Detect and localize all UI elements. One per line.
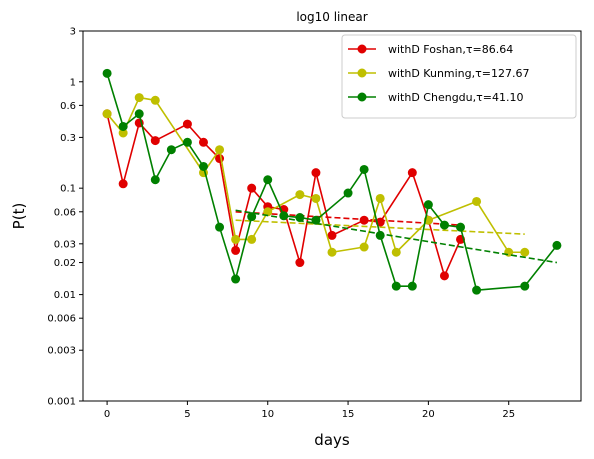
data-point bbox=[327, 230, 337, 240]
x-tick-label: 20 bbox=[422, 409, 435, 420]
y-tick-label: 0.06 bbox=[54, 207, 76, 218]
data-point bbox=[472, 196, 482, 206]
data-point bbox=[102, 109, 112, 119]
data-point bbox=[102, 68, 112, 78]
data-point bbox=[134, 93, 144, 103]
data-point bbox=[295, 213, 305, 223]
data-point bbox=[343, 188, 353, 198]
data-point bbox=[279, 211, 289, 221]
x-tick-label: 0 bbox=[104, 409, 110, 420]
series-line-0 bbox=[106, 113, 462, 277]
legend-label: withD Foshan,τ=86.64 bbox=[388, 43, 513, 56]
legend: withD Foshan,τ=86.64 withD Kunming,τ=127.… bbox=[341, 34, 577, 119]
data-point bbox=[247, 183, 257, 193]
data-point bbox=[166, 145, 176, 155]
data-point bbox=[182, 119, 192, 129]
data-point bbox=[247, 234, 257, 244]
data-point bbox=[231, 245, 241, 255]
data-point bbox=[198, 137, 208, 147]
data-point bbox=[359, 164, 369, 174]
fit-line-1 bbox=[235, 219, 525, 235]
axis-ticks: 0 5 10 15 20 25 0.001 0.003 0.006 0.01 0.02 0.03 0.0… bbox=[47, 27, 515, 421]
x-tick-label: 10 bbox=[261, 409, 274, 420]
data-point bbox=[552, 240, 562, 250]
data-point bbox=[439, 220, 449, 230]
data-point bbox=[407, 281, 417, 291]
data-point bbox=[118, 121, 128, 131]
data-point bbox=[295, 258, 305, 268]
data-point bbox=[231, 274, 241, 284]
y-tick-label: 0.006 bbox=[47, 314, 76, 325]
data-point bbox=[359, 215, 369, 225]
data-point bbox=[520, 247, 530, 257]
y-tick-label: 0.02 bbox=[54, 258, 76, 269]
data-point bbox=[215, 145, 225, 155]
legend-frame bbox=[341, 34, 577, 119]
data-point bbox=[375, 193, 385, 203]
data-point bbox=[263, 175, 273, 185]
data-point bbox=[150, 136, 160, 146]
data-point bbox=[150, 95, 160, 105]
data-point bbox=[198, 161, 208, 171]
data-point bbox=[150, 175, 160, 185]
data-point bbox=[439, 271, 449, 281]
data-point bbox=[391, 281, 401, 291]
y-axis-label: P(t) bbox=[10, 203, 28, 230]
data-point bbox=[311, 193, 321, 203]
data-point bbox=[407, 168, 417, 178]
legend-swatch-marker bbox=[357, 44, 367, 54]
data-point bbox=[391, 247, 401, 257]
data-point bbox=[118, 179, 128, 189]
chart-title: log10 linear bbox=[296, 10, 367, 24]
plot-frame bbox=[82, 30, 582, 402]
x-tick-label: 25 bbox=[502, 409, 515, 420]
fit-line-0 bbox=[235, 210, 461, 226]
x-tick-label: 15 bbox=[342, 409, 355, 420]
y-tick-label: 0.001 bbox=[47, 397, 76, 408]
data-point bbox=[375, 230, 385, 240]
legend-label: withD Chengdu,τ=41.10 bbox=[388, 91, 523, 104]
data-point bbox=[311, 168, 321, 178]
data-point bbox=[472, 285, 482, 295]
y-tick-label: 0.1 bbox=[60, 184, 76, 195]
data-point bbox=[215, 222, 225, 232]
data-point bbox=[359, 242, 369, 252]
data-point bbox=[423, 200, 433, 210]
fit-line-2 bbox=[235, 209, 558, 264]
y-tick-label: 0.6 bbox=[60, 101, 76, 112]
y-tick-label: 0.01 bbox=[54, 290, 76, 301]
data-point bbox=[456, 222, 466, 232]
x-axis-label: days bbox=[314, 431, 350, 449]
data-point bbox=[311, 215, 321, 225]
legend-swatch-marker bbox=[357, 92, 367, 102]
legend-label: withD Kunming,τ=127.67 bbox=[388, 67, 529, 80]
data-point bbox=[327, 247, 337, 257]
data-point bbox=[231, 234, 241, 244]
y-tick-label: 0.003 bbox=[47, 346, 76, 357]
y-tick-label: 3 bbox=[70, 27, 76, 38]
data-point bbox=[295, 190, 305, 200]
legend-swatch-marker bbox=[357, 68, 367, 78]
y-tick-label: 0.3 bbox=[60, 133, 76, 144]
y-tick-label: 0.03 bbox=[54, 239, 76, 250]
data-point bbox=[182, 137, 192, 147]
data-point bbox=[520, 281, 530, 291]
y-tick-label: 1 bbox=[70, 77, 76, 88]
x-tick-label: 5 bbox=[184, 409, 190, 420]
data-point bbox=[134, 109, 144, 119]
data-point bbox=[247, 212, 257, 222]
plot-area bbox=[102, 68, 562, 295]
